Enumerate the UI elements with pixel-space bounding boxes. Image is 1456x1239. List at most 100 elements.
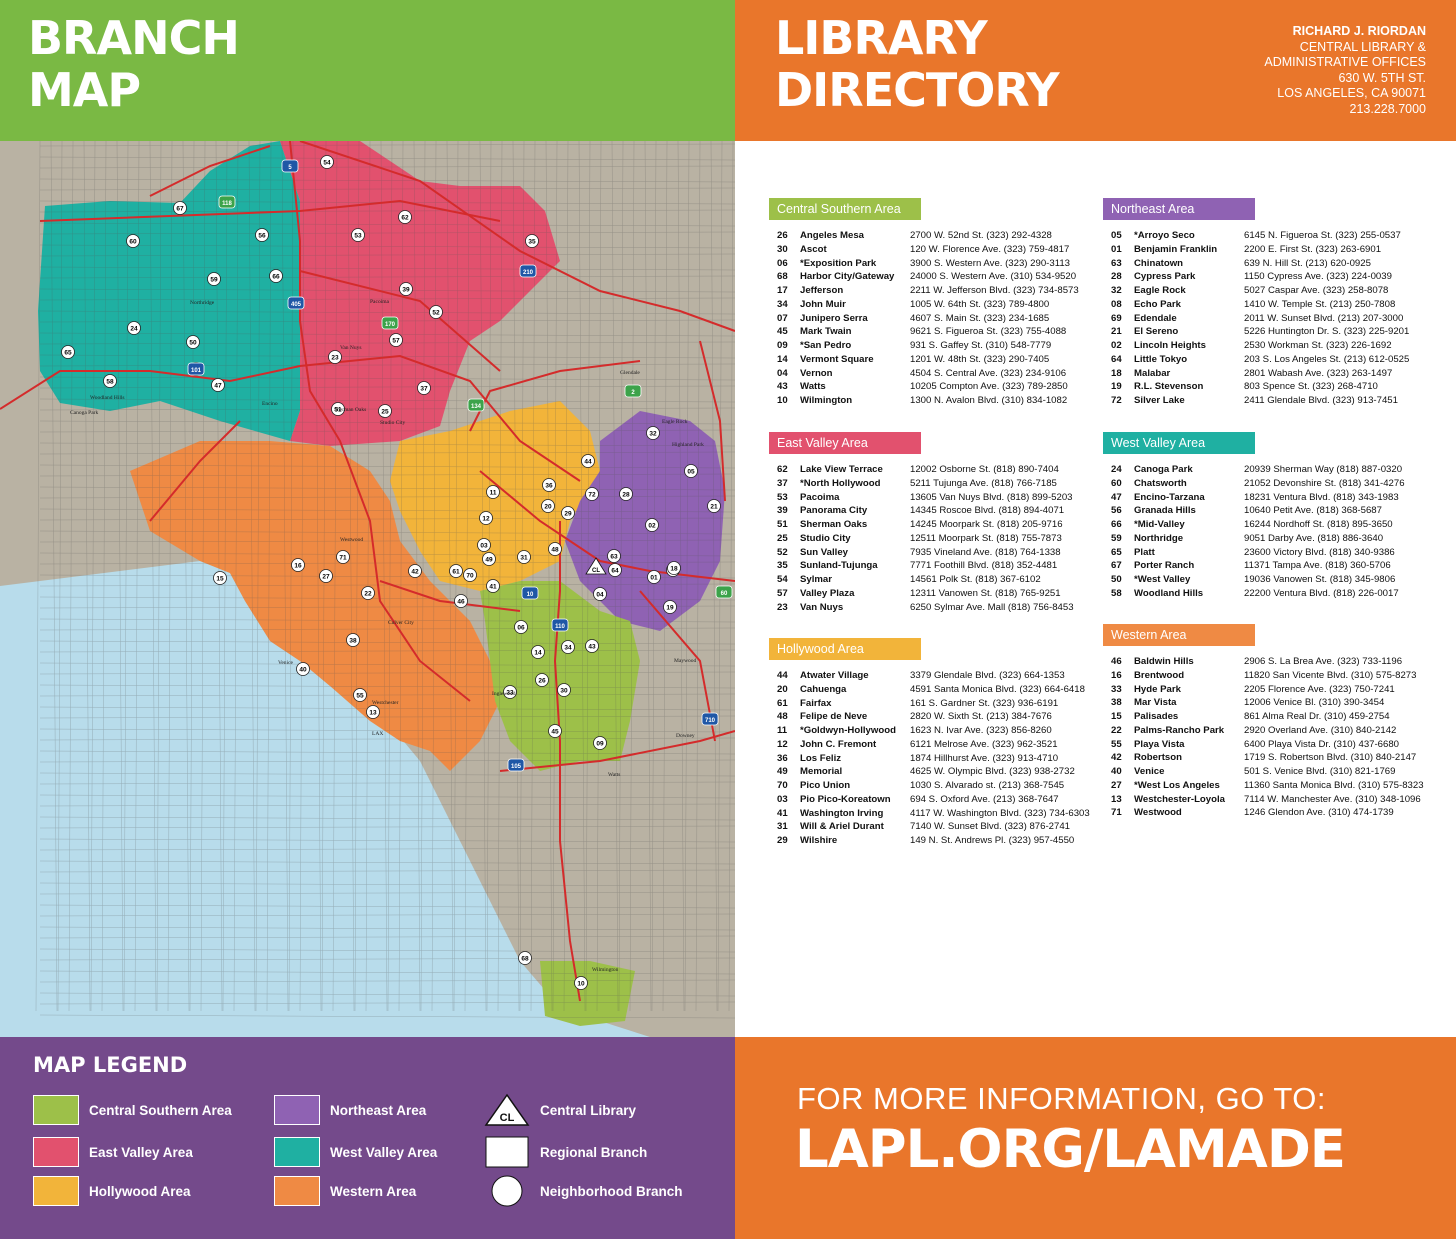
branch-marker: 36 [542, 478, 556, 492]
branch-name: Hyde Park [1134, 683, 1181, 695]
branch-address: 11820 San Vicente Blvd. (310) 575-8273 [1244, 669, 1417, 681]
branch-marker: 54 [320, 155, 334, 169]
branch-markers: 6760565966245065101584754625335525723512… [61, 155, 733, 990]
branch-address: 2906 S. La Brea Ave. (323) 733-1196 [1244, 656, 1403, 667]
branch-marker: 55 [353, 688, 367, 702]
branch-number: 57 [777, 587, 788, 599]
svg-text:21: 21 [710, 504, 718, 511]
svg-text:16: 16 [294, 563, 302, 570]
branch-entry: 38 Mar Vista 12006 Venice Bl. (310) 390-34… [1111, 696, 1424, 710]
place-label: Glendale [620, 370, 640, 376]
branch-entry: 06 *Exposition Park 3900 S. Western Ave. (… [777, 257, 1079, 271]
branch-number: 66 [1111, 519, 1122, 530]
branch-entry: 40 Venice 501 S. Venice Blvd. (310) 821-17… [1111, 765, 1424, 779]
branch-marker: 71 [336, 550, 350, 564]
branch-map[interactable]: 6760565966245065101584754625335525723512… [0, 141, 735, 1037]
branch-address: 11360 Santa Monica Blvd. (310) 575-8323 [1244, 779, 1424, 791]
lapl-url-link[interactable]: LAPL.ORG/LAMADE [795, 1119, 1346, 1180]
branch-entry: 28 Cypress Park 1150 Cypress Ave. (323) 22… [1111, 270, 1409, 284]
branch-entry: 47 Encino-Tarzana 18231 Ventura Blvd. (818… [1111, 491, 1405, 505]
map-canvas: 6760565966245065101584754625335525723512… [0, 141, 735, 1037]
svg-text:45: 45 [551, 729, 559, 736]
branch-entry: 65 Platt 23600 Victory Blvd. (818) 340-938… [1111, 546, 1405, 560]
svg-text:59: 59 [210, 277, 218, 284]
svg-text:41: 41 [489, 584, 497, 591]
svg-text:34: 34 [564, 645, 572, 652]
square-icon [485, 1136, 529, 1168]
branch-address: 1201 W. 48th St. (323) 290-7405 [910, 353, 1050, 365]
svg-text:67: 67 [176, 206, 184, 213]
branch-entry: 25 Studio City 12511 Moorpark St. (818) 75… [777, 532, 1074, 546]
branch-marker: 38 [346, 633, 360, 647]
place-label: Van Nuys [340, 345, 362, 351]
branch-name: Junipero Serra [800, 312, 868, 324]
svg-text:06: 06 [517, 625, 525, 632]
branch-number: 62 [777, 464, 788, 475]
place-label: Pacoima [370, 299, 389, 305]
branch-name: Cypress Park [1134, 271, 1196, 283]
place-label: LAX [372, 731, 383, 737]
legend-item-central-library: CL Central Library [484, 1093, 637, 1126]
freeway-shield-icon: 5 [281, 159, 299, 173]
branch-number: 07 [777, 312, 788, 324]
branch-marker: 48 [548, 542, 562, 556]
svg-text:50: 50 [189, 340, 197, 347]
branch-name: Westchester-Loyola [1134, 793, 1225, 805]
branch-address: 13605 Van Nuys Blvd. (818) 899-5203 [910, 491, 1073, 503]
branch-address: 2801 Wabash Ave. (323) 263-1497 [1244, 367, 1393, 379]
west-valley-area-list: 24 Canoga Park 20939 Sherman Way (818) 887… [1111, 463, 1405, 601]
svg-text:37: 37 [420, 386, 428, 393]
freeway-shield-icon: 134 [467, 398, 485, 412]
svg-text:55: 55 [356, 693, 364, 700]
branch-number: 39 [777, 505, 788, 517]
central-library-marker: CL [585, 557, 607, 575]
svg-text:03: 03 [480, 543, 488, 550]
svg-text:38: 38 [349, 638, 357, 645]
place-label: Woodland Hills [90, 395, 125, 401]
branch-entry: 32 Eagle Rock 5027 Caspar Ave. (323) 258-8… [1111, 284, 1409, 298]
branch-marker: 09 [593, 736, 607, 750]
freeway-shield-icon: 2 [624, 384, 642, 398]
svg-text:35: 35 [528, 239, 536, 246]
svg-text:710: 710 [705, 718, 716, 724]
branch-marker: 39 [399, 282, 413, 296]
branch-name: Platt [1134, 546, 1155, 558]
branch-entry: 36 Los Feliz 1874 Hillhurst Ave. (323) 913… [777, 752, 1090, 766]
legend-item-hollywood-area: Hollywood Area [33, 1175, 191, 1207]
legend-label: Northeast Area [330, 1102, 427, 1118]
branch-entry: 68 Harbor City/Gateway 24000 S. Western Av… [777, 270, 1079, 284]
branch-marker: 34 [561, 640, 575, 654]
branch-address: 18231 Ventura Blvd. (818) 343-1983 [1244, 491, 1399, 503]
branch-number: 63 [1111, 257, 1122, 269]
branch-entry: 22 Palms-Rancho Park 2920 Overland Ave. (3… [1111, 724, 1424, 738]
branch-name: Playa Vista [1134, 738, 1185, 750]
svg-text:25: 25 [381, 409, 389, 416]
legend-label: Central Southern Area [89, 1102, 232, 1118]
branch-marker: 15 [213, 571, 227, 585]
place-label: Eagle Rock [662, 419, 688, 425]
region-central-southern-harbor [540, 961, 635, 1026]
branch-number: 47 [1111, 491, 1122, 503]
branch-marker: 29 [561, 506, 575, 520]
branch-entry: 56 Granada Hills 10640 Petit Ave. (818) 36… [1111, 504, 1405, 518]
branch-name: *Arroyo Seco [1134, 230, 1195, 241]
branch-number: 65 [1111, 546, 1122, 558]
branch-marker: 04 [593, 587, 607, 601]
ocean [0, 561, 650, 1037]
branch-entry: 72 Silver Lake 2411 Glendale Blvd. (323) 9… [1111, 394, 1409, 408]
branch-number: 29 [777, 835, 788, 846]
place-label: Highland Park [672, 442, 704, 448]
legend-label: Central Library [540, 1102, 637, 1118]
svg-text:51: 51 [334, 407, 342, 414]
branch-entry: 63 Chinatown 639 N. Hill St. (213) 620-092… [1111, 257, 1409, 271]
branch-address: 19036 Vanowen St. (818) 345-9806 [1244, 574, 1396, 585]
branch-number: 25 [777, 532, 788, 544]
branch-entry: 70 Pico Union 1030 S. Alvarado st. (213) 3… [777, 779, 1090, 793]
branch-marker: 11 [486, 485, 500, 499]
branch-entry: 54 Sylmar 14561 Polk St. (818) 367-6102 [777, 573, 1074, 587]
branch-address: 120 W. Florence Ave. (323) 759-4817 [910, 243, 1070, 255]
branch-address: 7140 W. Sunset Blvd. (323) 876-2741 [910, 821, 1070, 833]
branch-address: 1623 N. Ivar Ave. (323) 856-8260 [910, 725, 1052, 736]
branch-entry: 34 John Muir 1005 W. 64th St. (323) 789-48… [777, 298, 1079, 312]
branch-marker: 72 [585, 487, 599, 501]
